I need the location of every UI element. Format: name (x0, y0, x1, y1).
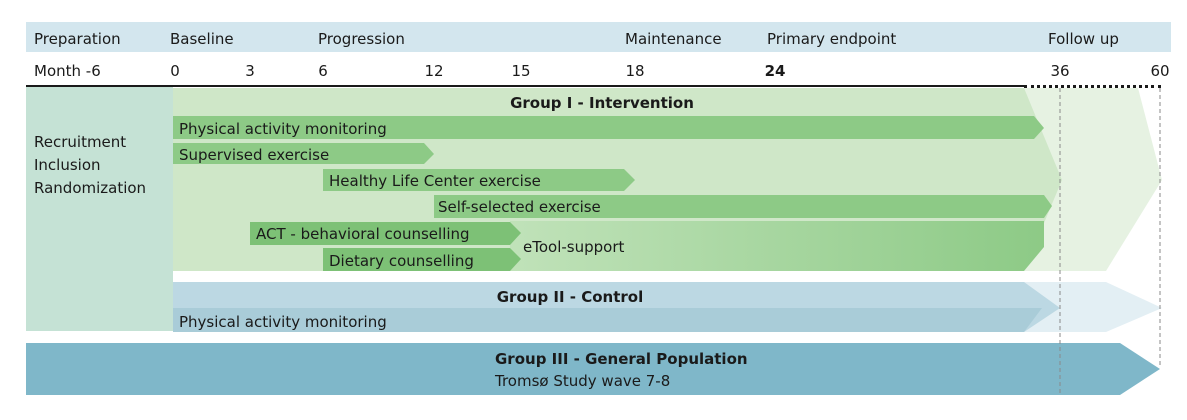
tick-label-60: 60 (1150, 62, 1170, 80)
timeline-axis-followup (1024, 85, 1161, 88)
phase-header-band (26, 22, 1171, 52)
group1-followup-arrow (1024, 88, 1162, 271)
supervised-exercise-label: Supervised exercise (179, 146, 330, 164)
group2-pa-monitoring-label: Physical activity monitoring (179, 313, 387, 331)
bar-act-counselling (250, 222, 521, 245)
group2-followup-arrow (1024, 282, 1162, 332)
act-counselling-label: ACT - behavioral counselling (256, 225, 470, 243)
bar-dietary-counselling (323, 248, 521, 271)
tick-label-12: 12 (424, 62, 444, 80)
group3-title: Group III - General Population (495, 350, 748, 368)
inclusion-label: Inclusion (34, 156, 101, 174)
randomization-label: Randomization (34, 179, 147, 197)
tick-label-24: 24 (764, 62, 786, 80)
tick-label-3: 3 (245, 62, 255, 80)
phase-follow-up: Follow up (1048, 30, 1119, 48)
bar-pa-monitoring (173, 116, 1044, 139)
phase-baseline: Baseline (170, 30, 234, 48)
bar-hlc-exercise (323, 169, 635, 191)
phase-progression: Progression (318, 30, 405, 48)
group2-pa-monitoring-bar (173, 308, 1042, 332)
tick-label-0: 0 (170, 62, 180, 80)
recruitment-box (26, 87, 173, 331)
bar-supervised-exercise (173, 143, 434, 164)
phase-primary-endpoint: Primary endpoint (767, 30, 897, 48)
dietary-counselling-label: Dietary counselling (329, 252, 474, 270)
bar-self-selected-exercise (434, 195, 1052, 218)
tick-label-6: 6 (318, 62, 328, 80)
phase-maintenance: Maintenance (625, 30, 722, 48)
month-label: Month -6 (34, 62, 101, 80)
group3-subtitle: Tromsø Study wave 7-8 (495, 372, 671, 390)
recruitment-label: Recruitment (34, 133, 127, 151)
tick-label-15: 15 (511, 62, 531, 80)
pa-monitoring-label: Physical activity monitoring (179, 120, 387, 138)
hlc-exercise-label: Healthy Life Center exercise (329, 172, 541, 190)
group2-title: Group II - Control (496, 288, 644, 306)
tick-label-36: 36 (1050, 62, 1070, 80)
etool-support-label: eTool-support (523, 238, 625, 256)
tick-label-18: 18 (625, 62, 645, 80)
self-selected-exercise-label: Self-selected exercise (438, 198, 601, 216)
bar-etool-support (510, 221, 1044, 271)
group1-title: Group I - Intervention (510, 94, 694, 112)
phase-preparation: Preparation (34, 30, 121, 48)
group3-arrow (26, 343, 1160, 395)
timeline-axis (26, 85, 1024, 87)
